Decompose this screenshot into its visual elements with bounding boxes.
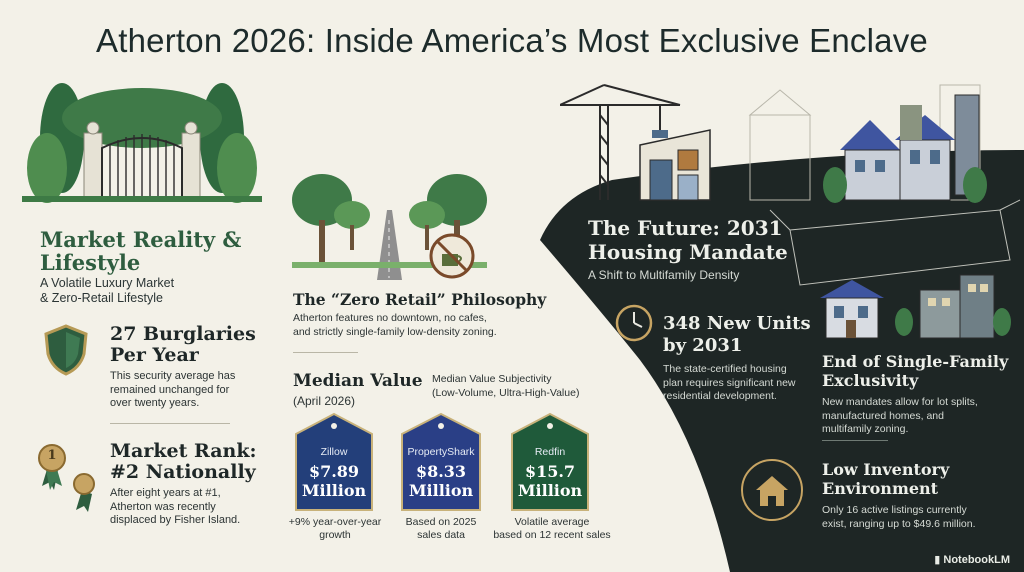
shield-icon xyxy=(44,324,88,376)
median-value-title: Median Value xyxy=(293,371,423,391)
zero-retail-title: The “Zero Retail” Philosophy xyxy=(293,290,547,309)
zillow-label: Zillow xyxy=(320,446,348,458)
redfin-price-unit: Million xyxy=(517,481,583,500)
page-title: Atherton 2026: Inside America’s Most Exc… xyxy=(96,22,928,59)
inventory-body-line2: exist, ranging up to $49.6 million. xyxy=(822,517,976,530)
redfin-caption-line2: based on 12 recent sales xyxy=(493,529,611,541)
propertyshark-price: $8.33 xyxy=(415,462,467,481)
gate-illustration xyxy=(22,83,262,203)
redfin-caption-line1: Volatile average xyxy=(514,516,590,528)
units-title-line2: by 2031 xyxy=(663,335,743,356)
zillow-price: $7.89 xyxy=(308,462,360,481)
propertyshark-label: PropertyShark xyxy=(407,446,475,458)
clock-icon xyxy=(615,304,653,342)
units-title-line1: 348 New Units xyxy=(663,313,811,334)
exclusivity-title-line2: Exclusivity xyxy=(822,371,919,390)
zillow-caption-line1: +9% year-over-year xyxy=(288,516,382,528)
zero-retail-body-line2: and strictly single-family low-density z… xyxy=(293,325,497,338)
home-icon xyxy=(741,459,803,521)
logo-text: NotebookLM xyxy=(943,554,1010,566)
burglary-body-line2: remained unchanged for xyxy=(110,383,230,396)
rank-body-line1: After eight years at #1, xyxy=(110,487,221,499)
right-divider xyxy=(822,440,888,441)
rank-body-line3: displaced by Fisher Island. xyxy=(110,514,241,526)
propertyshark-price-unit: Million xyxy=(408,481,474,500)
middle-divider xyxy=(293,352,358,353)
construction-illustration xyxy=(560,84,987,203)
houses-illustration xyxy=(820,274,1011,339)
future-heading-line2: Housing Mandate xyxy=(588,240,788,264)
zillow-tag: Zillow $7.89 Million xyxy=(292,412,376,512)
rank-body-line2: Atherton was recently xyxy=(110,500,216,513)
burglary-body-line1: This security average has xyxy=(110,370,236,382)
exclusivity-body-line1: New mandates allow for lot splits, xyxy=(822,396,978,408)
medal-icon: 1 xyxy=(36,442,96,512)
inventory-title-line1: Low Inventory xyxy=(822,460,950,479)
zero-retail-body-line1: Atherton features no downtown, no cafes, xyxy=(293,312,487,324)
tree-road-illustration xyxy=(292,174,487,280)
units-body-line2: plan requires significant new xyxy=(663,376,796,389)
units-body-line1: The state-certified housing xyxy=(663,363,787,375)
future-subheading: A Shift to Multifamily Density xyxy=(588,268,740,282)
redfin-label: Redfin xyxy=(534,446,566,458)
exclusivity-title-line1: End of Single-Family xyxy=(822,352,1009,371)
propertyshark-tag: PropertyShark $8.33 Million xyxy=(398,412,484,512)
no-coffee-icon xyxy=(429,233,475,279)
notebooklm-logo: ▮ NotebookLM xyxy=(934,553,1010,566)
redfin-tag: Redfin $15.7 Million xyxy=(508,412,592,512)
medal-number: 1 xyxy=(47,448,57,463)
left-subheading-line2: & Zero-Retail Lifestyle xyxy=(40,291,163,305)
future-heading-line1: The Future: 2031 xyxy=(588,216,783,240)
rank-title-line2: #2 Nationally xyxy=(110,461,256,483)
left-divider xyxy=(110,423,230,424)
burglary-title-line2: Per Year xyxy=(110,344,199,366)
redfin-price: $15.7 xyxy=(524,462,576,481)
market-reality-heading: Market Reality & Lifestyle xyxy=(40,227,242,275)
zillow-caption-line2: growth xyxy=(319,529,351,541)
inventory-body-line1: Only 16 active listings currently xyxy=(822,504,967,516)
left-subheading-line1: A Volatile Luxury Market xyxy=(40,276,175,290)
median-note-line1: Median Value Subjectivity xyxy=(432,373,552,385)
median-value-date: (April 2026) xyxy=(293,394,356,408)
exclusivity-body-line3: multifamily zoning. xyxy=(822,423,909,435)
median-note-line2: (Low-Volume, Ultra-High-Value) xyxy=(432,386,580,399)
rank-title-line1: Market Rank: xyxy=(110,440,257,462)
burglary-body-line3: over twenty years. xyxy=(110,397,200,409)
logo-icon: ▮ xyxy=(934,554,944,566)
inventory-title-line2: Environment xyxy=(822,479,939,498)
propertyshark-caption-line1: Based on 2025 xyxy=(405,516,477,528)
exclusivity-body-line2: manufactured homes, and xyxy=(822,409,944,422)
units-body-line3: residential development. xyxy=(663,390,777,402)
zillow-price-unit: Million xyxy=(301,481,367,500)
burglary-title-line1: 27 Burglaries xyxy=(110,323,256,345)
propertyshark-caption-line2: sales data xyxy=(417,529,465,541)
